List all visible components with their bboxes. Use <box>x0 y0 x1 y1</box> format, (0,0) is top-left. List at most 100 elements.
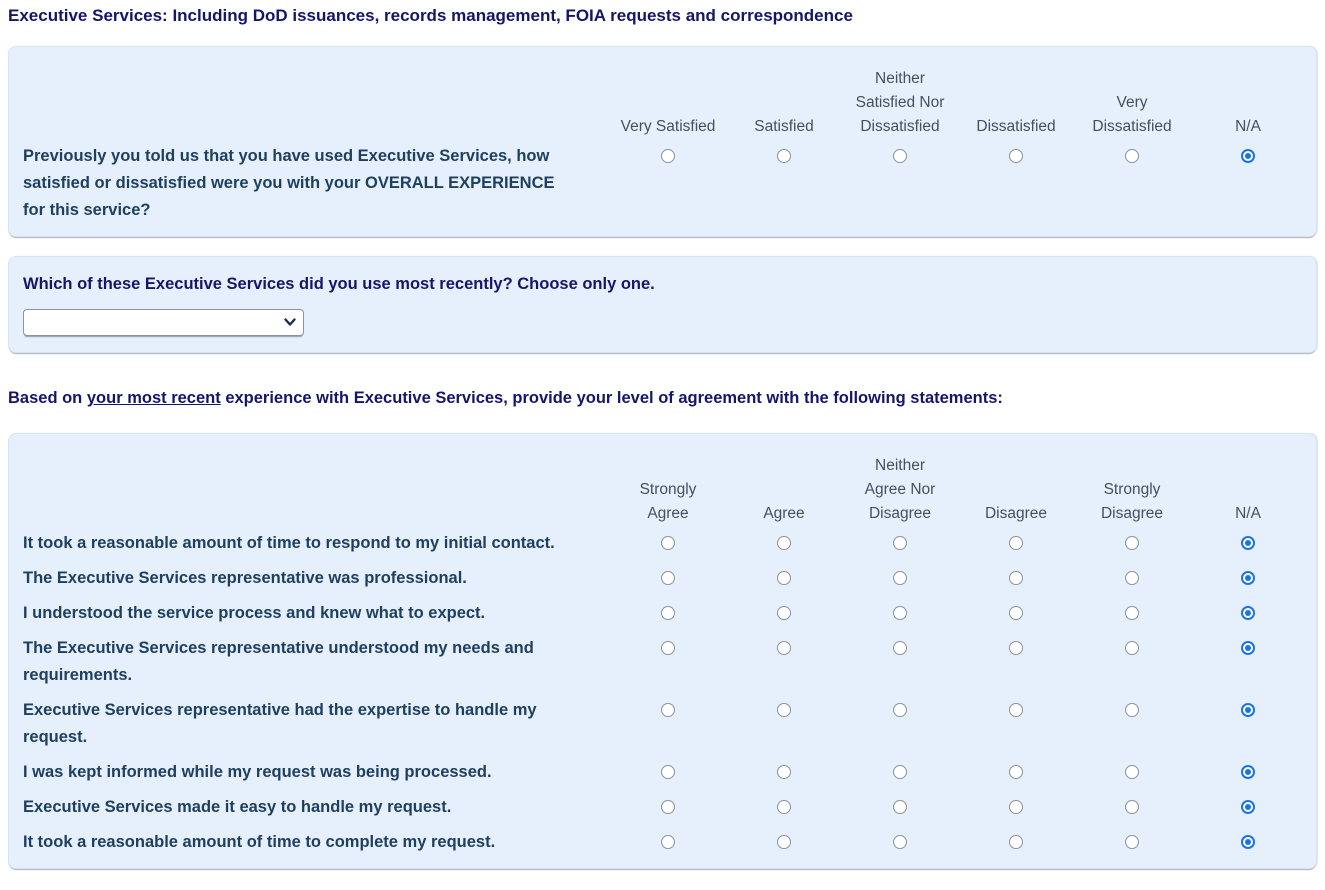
radio-cell-agree <box>726 759 842 786</box>
radio-strongly-disagree[interactable] <box>1125 835 1139 850</box>
radio-n-a[interactable] <box>1241 606 1255 621</box>
radio-n-a[interactable] <box>1241 800 1255 815</box>
radio-cell-disagree <box>958 530 1074 557</box>
column-header-label: Satisfied <box>754 118 814 136</box>
radio-agree[interactable] <box>777 536 791 551</box>
radio-neither-agree-nor-disagree[interactable] <box>893 536 907 551</box>
radio-neither-agree-nor-disagree[interactable] <box>893 765 907 780</box>
agreement-panel: Strongly Agree Agree Neither Agree Nor Disagr… <box>8 433 1317 870</box>
column-header-agree: Agree <box>726 438 842 528</box>
radio-cell-strongly-agree <box>610 565 726 592</box>
radio-n-a[interactable] <box>1241 149 1255 164</box>
service-select[interactable] <box>23 309 304 337</box>
radio-strongly-disagree[interactable] <box>1125 800 1139 815</box>
recent-service-panel: Which of these Executive Services did yo… <box>8 256 1317 354</box>
radio-cell-n-a <box>1190 635 1306 689</box>
radio-agree[interactable] <box>777 571 791 586</box>
radio-n-a[interactable] <box>1241 703 1255 718</box>
radio-cell-disagree <box>958 600 1074 627</box>
radio-very-satisfied[interactable] <box>661 149 675 164</box>
radio-n-a[interactable] <box>1241 641 1255 656</box>
radio-cell-neither-agree-nor-disagree <box>842 635 958 689</box>
radio-cell-neither-agree-nor-disagree <box>842 794 958 821</box>
radio-cell-strongly-agree <box>610 759 726 786</box>
statement-text: The Executive Services representative un… <box>23 639 534 685</box>
radio-strongly-disagree[interactable] <box>1125 571 1139 586</box>
satisfaction-panel: Very Satisfied Satisfied Neither Satisfied … <box>8 46 1317 238</box>
matrix-row: Previously you told us that you have use… <box>23 143 1306 224</box>
radio-disagree[interactable] <box>1009 765 1023 780</box>
radio-cell-agree <box>726 565 842 592</box>
radio-satisfied[interactable] <box>777 149 791 164</box>
column-header-very-dissatisfied: Very Dissatisfied <box>1074 51 1190 141</box>
radio-strongly-agree[interactable] <box>661 835 675 850</box>
radio-neither-agree-nor-disagree[interactable] <box>893 606 907 621</box>
radio-cell-strongly-disagree <box>1074 635 1190 689</box>
radio-neither-agree-nor-disagree[interactable] <box>893 835 907 850</box>
column-header-label: Very Satisfied <box>620 118 716 136</box>
column-header-label: N/A <box>1235 505 1261 523</box>
radio-agree[interactable] <box>777 765 791 780</box>
radio-strongly-agree[interactable] <box>661 765 675 780</box>
radio-n-a[interactable] <box>1241 765 1255 780</box>
matrix-header-row: Strongly Agree Agree Neither Agree Nor Disagr… <box>23 438 1306 530</box>
radio-n-a[interactable] <box>1241 571 1255 586</box>
statement-text: Executive Services made it easy to handl… <box>23 798 452 817</box>
radio-cell-n-a <box>1190 759 1306 786</box>
radio-strongly-agree[interactable] <box>661 536 675 551</box>
matrix-row: The Executive Services representative un… <box>23 635 1306 689</box>
radio-neither-agree-nor-disagree[interactable] <box>893 571 907 586</box>
radio-neither-agree-nor-disagree[interactable] <box>893 641 907 656</box>
statement-text: It took a reasonable amount of time to c… <box>23 833 496 852</box>
radio-cell-neither-agree-nor-disagree <box>842 530 958 557</box>
radio-agree[interactable] <box>777 606 791 621</box>
radio-disagree[interactable] <box>1009 835 1023 850</box>
statement-text: Executive Services representative had th… <box>23 701 537 747</box>
radio-strongly-agree[interactable] <box>661 800 675 815</box>
radio-disagree[interactable] <box>1009 703 1023 718</box>
column-header-disagree: Disagree <box>958 438 1074 528</box>
column-header-label: Very Dissatisfied <box>1092 94 1172 136</box>
radio-cell-strongly-disagree <box>1074 565 1190 592</box>
radio-strongly-agree[interactable] <box>661 606 675 621</box>
radio-cell-agree <box>726 794 842 821</box>
radio-strongly-disagree[interactable] <box>1125 641 1139 656</box>
radio-cell-disagree <box>958 829 1074 856</box>
radio-strongly-agree[interactable] <box>661 703 675 718</box>
column-header-neither-satisfied-nor-dissatisfied: Neither Satisfied Nor Dissatisfied <box>842 51 958 141</box>
radio-n-a[interactable] <box>1241 835 1255 850</box>
intro-emphasis: your most recent <box>86 389 221 408</box>
radio-disagree[interactable] <box>1009 536 1023 551</box>
radio-cell-n-a <box>1190 600 1306 627</box>
radio-agree[interactable] <box>777 800 791 815</box>
radio-strongly-disagree[interactable] <box>1125 703 1139 718</box>
agreement-matrix: Strongly Agree Agree Neither Agree Nor Disagr… <box>23 438 1306 856</box>
radio-very-dissatisfied[interactable] <box>1125 149 1139 164</box>
radio-agree[interactable] <box>777 835 791 850</box>
radio-disagree[interactable] <box>1009 571 1023 586</box>
radio-agree[interactable] <box>777 641 791 656</box>
column-header-label: Neither Agree Nor Disagree <box>864 457 936 523</box>
radio-strongly-disagree[interactable] <box>1125 606 1139 621</box>
radio-disagree[interactable] <box>1009 641 1023 656</box>
radio-strongly-agree[interactable] <box>661 641 675 656</box>
question-suffix: ? Choose only one. <box>502 275 655 294</box>
radio-dissatisfied[interactable] <box>1009 149 1023 164</box>
radio-agree[interactable] <box>777 703 791 718</box>
radio-neither-agree-nor-disagree[interactable] <box>893 800 907 815</box>
radio-cell-dissatisfied <box>958 143 1074 224</box>
recent-service-question: Which of these Executive Services did yo… <box>23 261 1306 298</box>
radio-neither-satisfied-nor-dissatisfied[interactable] <box>893 149 907 164</box>
radio-cell-strongly-agree <box>610 697 726 751</box>
statement-text: It took a reasonable amount of time to r… <box>23 534 555 553</box>
radio-neither-agree-nor-disagree[interactable] <box>893 703 907 718</box>
radio-cell-neither-agree-nor-disagree <box>842 829 958 856</box>
column-header-n-a: N/A <box>1190 51 1306 141</box>
radio-disagree[interactable] <box>1009 800 1023 815</box>
radio-strongly-agree[interactable] <box>661 571 675 586</box>
radio-disagree[interactable] <box>1009 606 1023 621</box>
radio-strongly-disagree[interactable] <box>1125 765 1139 780</box>
radio-n-a[interactable] <box>1241 536 1255 551</box>
radio-cell-disagree <box>958 759 1074 786</box>
radio-strongly-disagree[interactable] <box>1125 536 1139 551</box>
